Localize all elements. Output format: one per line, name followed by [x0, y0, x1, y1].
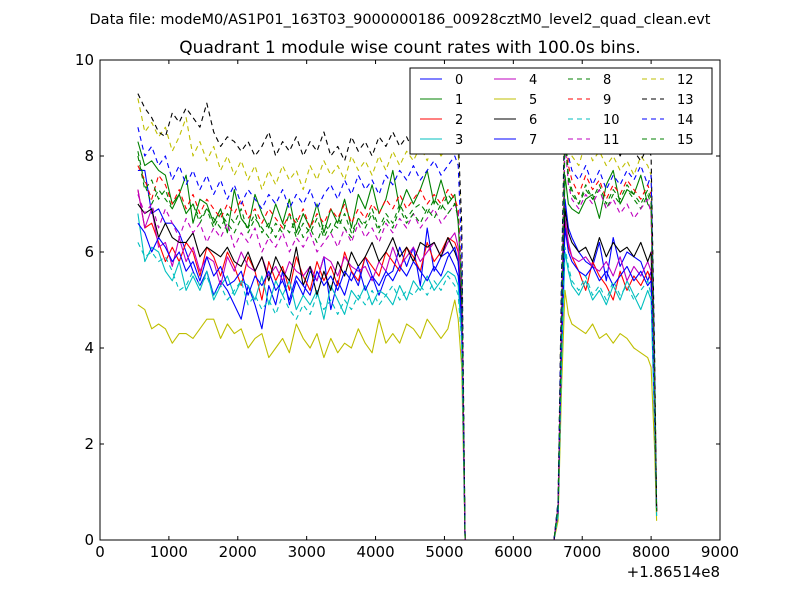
data-file-suptitle: Data file: modeM0/AS1P01_163T03_90000001… [90, 12, 711, 28]
legend-label-7: 7 [529, 133, 537, 148]
series-line-1 [137, 141, 658, 541]
x-tick-label: 8000 [632, 543, 670, 561]
series-line-7 [137, 222, 658, 541]
x-tick-label: 6000 [494, 543, 532, 561]
legend-label-14: 14 [677, 113, 694, 128]
y-tick-label: 10 [75, 51, 94, 69]
y-tick-label: 4 [84, 339, 94, 357]
x-tick-label: 3000 [288, 543, 326, 561]
x-tick-label: 0 [95, 543, 105, 561]
legend-label-1: 1 [455, 93, 463, 108]
x-tick-label: 9000 [701, 543, 739, 561]
legend-frame [409, 67, 713, 155]
legend-label-9: 9 [603, 93, 611, 108]
ticks-layer: 0 1000 2000 3000 4000 5000 6000 7000 8000 9000 0 2 4… [75, 51, 739, 561]
chart-title: Quadrant 1 module wise count rates with … [179, 38, 640, 58]
x-tick-label: 4000 [356, 543, 394, 561]
y-tick-label: 0 [84, 531, 94, 549]
x-tick-label: 2000 [219, 543, 257, 561]
legend-label-6: 6 [529, 113, 537, 128]
legend-label-8: 8 [603, 73, 611, 88]
legend-label-0: 0 [455, 73, 463, 88]
legend-label-4: 4 [529, 73, 537, 88]
series-line-5 [137, 289, 658, 541]
x-tick-label: 1000 [150, 543, 188, 561]
series-line-10 [137, 242, 658, 541]
legend-label-15: 15 [677, 133, 694, 148]
x-tick-label: 7000 [563, 543, 601, 561]
y-tick-label: 2 [84, 435, 94, 453]
x-offset-label: +1.86514e8 [627, 563, 720, 581]
y-tick-label: 6 [84, 243, 94, 261]
legend-label-5: 5 [529, 93, 537, 108]
series-line-9 [137, 117, 658, 541]
legend-label-12: 12 [677, 73, 694, 88]
plot-frame [99, 59, 721, 541]
x-tick-label: 5000 [425, 543, 463, 561]
series-line-4 [137, 189, 658, 541]
series-line-0 [137, 169, 658, 541]
y-tick-label: 8 [84, 147, 94, 165]
series-line-11 [137, 141, 658, 541]
legend-label-2: 2 [455, 113, 463, 128]
legend-label-11: 11 [603, 133, 620, 148]
series-line-8 [137, 126, 658, 541]
series-line-13 [137, 93, 658, 541]
series-line-6 [137, 203, 658, 541]
legend-label-3: 3 [455, 133, 463, 148]
legend-label-13: 13 [677, 93, 694, 108]
legend-label-10: 10 [603, 113, 620, 128]
